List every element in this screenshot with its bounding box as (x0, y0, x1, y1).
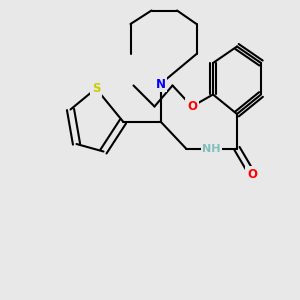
Text: O: O (247, 167, 257, 181)
Text: O: O (187, 100, 197, 113)
Text: N: N (155, 77, 166, 91)
Text: NH: NH (202, 143, 221, 154)
Text: S: S (92, 82, 100, 95)
